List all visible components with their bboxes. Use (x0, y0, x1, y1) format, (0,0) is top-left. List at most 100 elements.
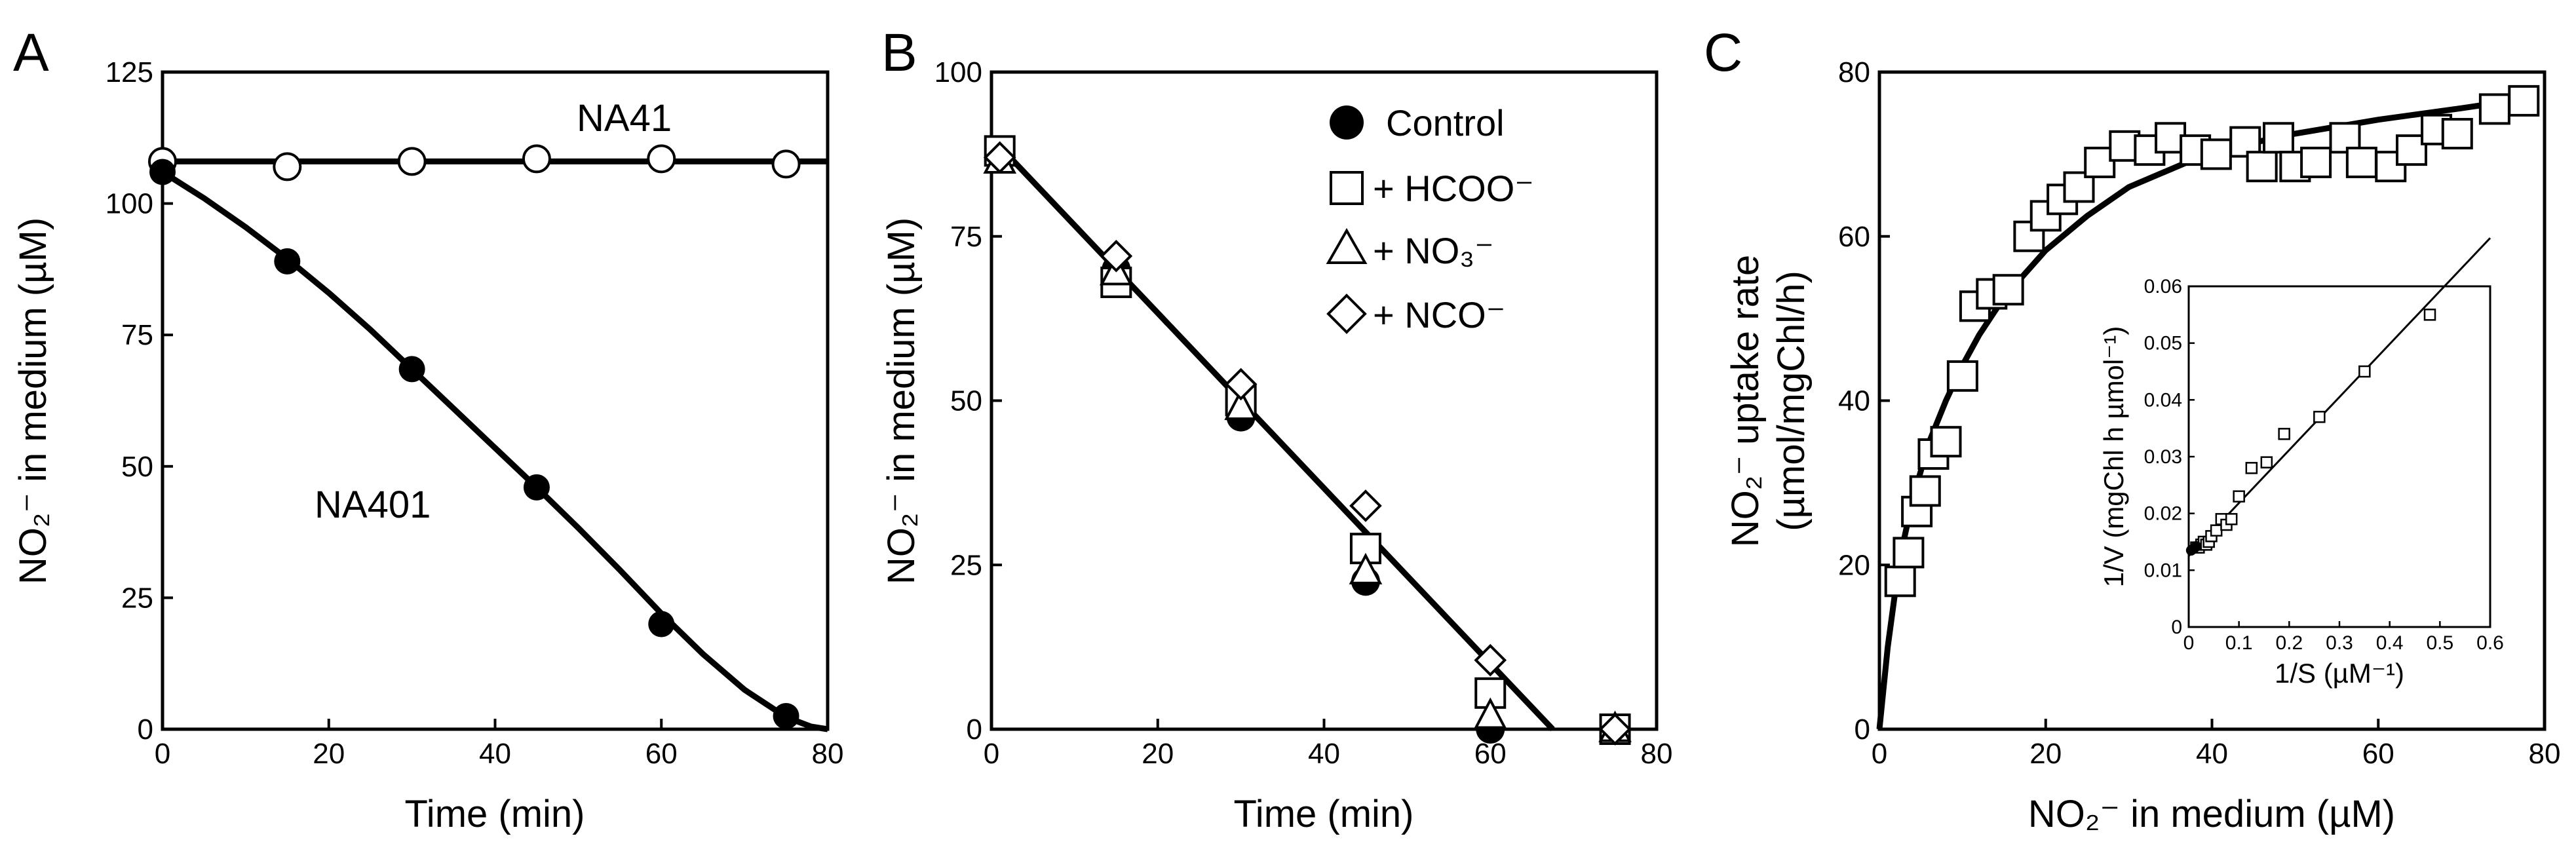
panel-a-fit-curve (161, 169, 828, 732)
panel-a-points (148, 144, 801, 729)
panel-c-data-point (2396, 134, 2427, 166)
inset-fit-curve (2187, 237, 2491, 557)
panel-b-fit-curve (989, 136, 1555, 732)
panel-a-data-point (523, 474, 550, 501)
inset-data-point (2358, 365, 2371, 378)
inset-data-point (2245, 462, 2258, 474)
panel-a-y-tick-label: 100 (106, 188, 153, 220)
panel-b-data-point (1224, 389, 1258, 421)
panel-c-x-tick-label: 80 (2529, 738, 2561, 770)
panel-b-x-tick-label: 40 (1308, 738, 1340, 770)
panel-c-data-point (2246, 151, 2278, 183)
panel-c-y-tick-label: 20 (1838, 549, 1870, 581)
panel-a: A 0 20 40 60 80 0 25 50 75 100 125 NA41 NA401 Time… (12, 23, 843, 835)
panel-a-x-tick-label: 20 (313, 738, 345, 770)
inset-y-tick-label: 0.03 (2144, 446, 2182, 468)
panel-letter-c: C (1704, 23, 1742, 83)
legend-marker-no3 (1326, 227, 1368, 264)
inset-y-tick-label: 0.04 (2144, 389, 2182, 411)
panel-a-data-point (149, 159, 176, 185)
panel-a-y-tick-label: 125 (106, 56, 153, 88)
panel-letter-a: A (13, 23, 49, 83)
panel-c-data-point (1992, 274, 2024, 306)
panel-c-x-tick-label: 20 (2029, 738, 2062, 770)
inset-x-tick-label: 0.4 (2376, 632, 2404, 654)
panel-c-data-point (2263, 122, 2294, 154)
inset-x-tick-label: 0.5 (2426, 632, 2453, 654)
inset-data-point (2278, 428, 2290, 440)
inset-x-axis-title: 1/S (µM⁻¹) (2275, 658, 2404, 689)
panel-b-frame (990, 70, 1659, 731)
inset-y-tick-label: 0.06 (2144, 276, 2182, 297)
inset-frame (2187, 285, 2491, 628)
panel-b-y-tick-label: 25 (950, 549, 982, 581)
panel-a-data-point (648, 611, 675, 637)
panel-a-frame (161, 70, 830, 731)
panel-a-y-tick-label: 50 (121, 451, 153, 483)
inset-y-tick-label: 0.05 (2144, 333, 2182, 354)
panel-c-y-tick-label: 0 (1855, 713, 1870, 746)
panel-c-data-point (1909, 475, 1941, 507)
legend-marker-control (1330, 105, 1364, 140)
panel-c-y-tick-label: 40 (1838, 385, 1870, 417)
panel-c-data-point (1893, 537, 1925, 569)
panel-b-data-point (983, 141, 1016, 174)
annotation-na401: NA401 (315, 484, 431, 526)
legend-label-no3: + NO₃⁻ (1373, 230, 1494, 271)
panel-c-y-tick-label: 80 (1838, 56, 1870, 88)
panel-c-x-tick-label: 0 (1872, 738, 1887, 770)
panel-c-y-axis-title-line2: (µmol/mgChl/h) (1770, 271, 1813, 531)
panel-a-x-axis-title: Time (min) (405, 793, 585, 835)
annotation-na41: NA41 (577, 97, 672, 140)
inset-data-point (2225, 513, 2238, 525)
panel-letter-b: B (881, 23, 917, 83)
panel-b-y-axis-title: NO₂⁻ in medium (µM) (880, 218, 923, 584)
inset-x-tick-label: 0.6 (2476, 632, 2504, 654)
panel-a-y-tick-label: 0 (138, 713, 153, 746)
inset-x-tick-label: 0.1 (2225, 632, 2253, 654)
inset-data-point (2191, 541, 2202, 552)
inset-data-point (2210, 524, 2223, 537)
inset-x-tick-label: 0.2 (2275, 632, 2303, 654)
inset-y-tick-label: 0 (2171, 617, 2182, 638)
panel-c-x-tick-label: 40 (2196, 738, 2228, 770)
panel-b-legend: Control + HCOO⁻ + NO₃⁻ + NCO⁻ (1326, 102, 1534, 335)
panel-c-points (1884, 85, 2540, 598)
panel-a-ticks: 0 20 40 60 80 0 25 50 75 100 125 (106, 56, 844, 770)
panel-a-y-axis-title: NO₂⁻ in medium (µM) (12, 218, 54, 584)
panel-a-data-point (773, 702, 799, 729)
panel-b-data-point (1224, 368, 1258, 401)
panel-a-data-point (522, 144, 551, 174)
panel-c-data-point (2300, 146, 2332, 178)
panel-c-data-point (2345, 146, 2377, 178)
panel-b-data-point (1349, 552, 1383, 584)
panel-b-data-point (1473, 697, 1507, 729)
panel-b-data-point (1474, 643, 1507, 677)
inset-data-point (2260, 456, 2273, 468)
panel-c-data-point (2200, 138, 2232, 170)
panel-c-data-point (1946, 360, 1978, 392)
panel-a-data-point (273, 152, 302, 181)
legend-label-control: Control (1386, 102, 1505, 143)
panel-b-y-tick-label: 100 (934, 56, 982, 88)
inset-curves (2187, 237, 2491, 557)
panel-b-data-point (1349, 489, 1382, 522)
panel-a-y-tick-label: 75 (121, 319, 153, 351)
inset-points (2185, 309, 2436, 556)
panel-c-data-point (2441, 118, 2473, 150)
inset-data-point (2423, 309, 2436, 321)
panel-c-x-tick-label: 60 (2362, 738, 2394, 770)
legend-label-nco: + NCO⁻ (1373, 294, 1505, 335)
inset-x-tick-label: 0.3 (2326, 632, 2353, 654)
panel-c-x-axis-title: NO₂⁻ in medium (µM) (2028, 793, 2395, 835)
panel-b-x-tick-label: 0 (984, 738, 999, 770)
inset-data-point (2313, 411, 2326, 423)
inset-x-tick-label: 0 (2183, 632, 2195, 654)
panel-b-y-tick-label: 75 (950, 221, 982, 253)
panel-c-inset: 0 0.1 0.2 0.3 0.4 0.5 0.6 0 0.01 0.02 0.03 0.04 0.05… (2098, 237, 2504, 689)
panel-b-x-tick-label: 80 (1641, 738, 1673, 770)
panel-b-x-tick-label: 20 (1142, 738, 1174, 770)
panel-a-x-tick-label: 80 (812, 738, 844, 770)
